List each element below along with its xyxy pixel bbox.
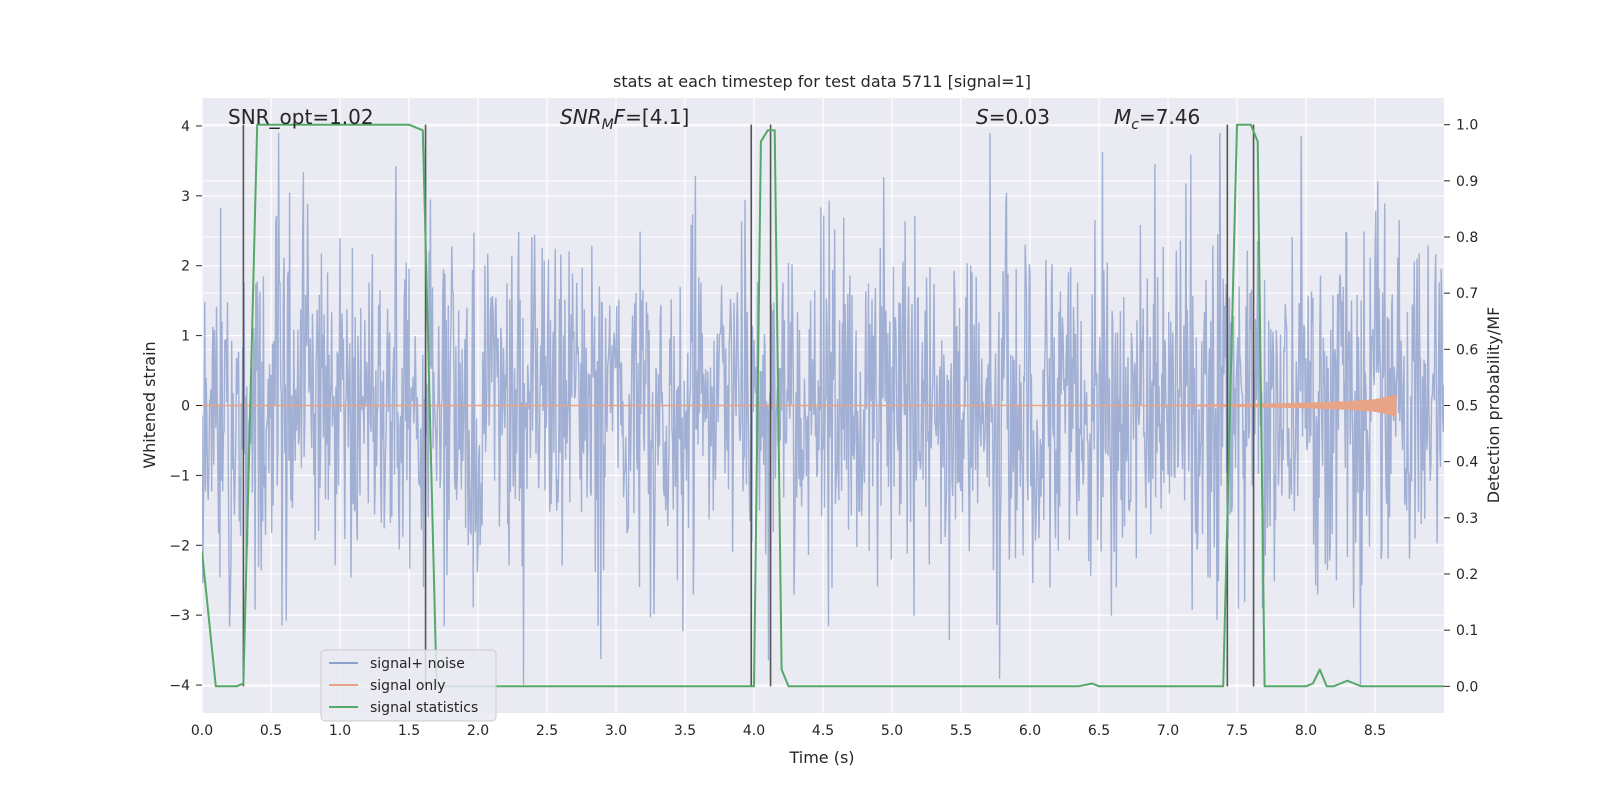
annotation-snr-mf: SNRMF=[4.1] — [560, 105, 689, 133]
x-tick-label-17: 8.5 — [1364, 723, 1386, 739]
y2-tick-label-4: 0.4 — [1456, 455, 1478, 471]
series-signal-only — [202, 393, 1397, 418]
y2-tick-label-5: 0.5 — [1456, 399, 1478, 415]
y-tick-label-4: 0 — [181, 399, 190, 415]
annotation-mc: Mc=7.46 — [1114, 105, 1200, 133]
y-tick-label-5: 1 — [181, 329, 190, 345]
series-signal-statistics — [202, 123, 1444, 688]
series-signal-plus-noise — [202, 132, 1444, 686]
y2-tick-label-8: 0.8 — [1456, 230, 1478, 246]
y-tick-label-1: −3 — [169, 608, 190, 624]
y-tick-labels: −4 −3 −2 −1 0 1 2 3 4 — [169, 119, 202, 694]
legend-label-signal: signal only — [370, 678, 445, 694]
y2-tick-label-2: 0.2 — [1456, 567, 1478, 583]
x-tick-label-12: 6.0 — [1019, 723, 1041, 739]
legend-label-stats: signal statistics — [370, 700, 478, 716]
x-tick-label-13: 6.5 — [1088, 723, 1110, 739]
x-axis-label: Time (s) — [788, 748, 854, 767]
y2-tick-labels: 0.0 0.1 0.2 0.3 0.4 0.5 0.6 0.7 0.8 0.9 1.0 — [1444, 118, 1478, 695]
annotations: SNR_opt=1.02 SNRMF=[4.1] S=0.03 Mc=7.46 — [228, 105, 1200, 133]
y2-tick-label-6: 0.6 — [1456, 342, 1478, 358]
annotation-snr-opt: SNR_opt=1.02 — [228, 105, 374, 129]
x-tick-label-5: 2.5 — [536, 723, 558, 739]
y-tick-label-3: −1 — [169, 468, 190, 484]
legend: signal+ noise signal only signal statist… — [320, 649, 497, 722]
y2-tick-label-1: 0.1 — [1456, 623, 1478, 639]
x-tick-label-14: 7.0 — [1157, 723, 1179, 739]
y2-tick-label-9: 0.9 — [1456, 174, 1478, 190]
legend-box — [320, 649, 497, 722]
x-tick-label-7: 3.5 — [674, 723, 696, 739]
x-tick-label-10: 5.0 — [881, 723, 903, 739]
annotation-s: S=0.03 — [976, 105, 1050, 129]
chart-title: stats at each timestep for test data 571… — [613, 72, 1031, 91]
x-tick-label-1: 0.5 — [260, 723, 282, 739]
y-tick-label-6: 2 — [181, 259, 190, 275]
y2-axis-label: Detection probability/MF — [1484, 307, 1503, 504]
x-tick-label-2: 1.0 — [329, 723, 351, 739]
y2-tick-label-7: 0.7 — [1456, 286, 1478, 302]
y-tick-label-7: 3 — [181, 189, 190, 205]
x-tick-label-15: 7.5 — [1226, 723, 1248, 739]
x-tick-label-8: 4.0 — [743, 723, 765, 739]
y2-tick-label-0: 0.0 — [1456, 679, 1478, 695]
y-tick-label-2: −2 — [169, 538, 190, 554]
x-tick-label-0: 0.0 — [191, 723, 213, 739]
y-axis-label: Whitened strain — [140, 341, 159, 468]
y-tick-label-0: −4 — [169, 678, 190, 694]
x-tick-label-3: 1.5 — [398, 723, 420, 739]
y2-tick-label-3: 0.3 — [1456, 511, 1478, 527]
x-tick-label-9: 4.5 — [812, 723, 834, 739]
x-tick-label-6: 3.0 — [605, 723, 627, 739]
x-tick-label-16: 8.0 — [1295, 723, 1317, 739]
x-tick-label-11: 5.5 — [950, 723, 972, 739]
x-tick-labels: 0.0 0.5 1.0 1.5 2.0 2.5 3.0 3.5 4.0 4.5 5.0 5.5 6.0 6… — [191, 723, 1386, 739]
y-tick-label-8: 4 — [181, 119, 190, 135]
y2-tick-label-10: 1.0 — [1456, 118, 1478, 134]
x-tick-label-4: 2.0 — [467, 723, 489, 739]
legend-label-noise: signal+ noise — [370, 656, 465, 672]
